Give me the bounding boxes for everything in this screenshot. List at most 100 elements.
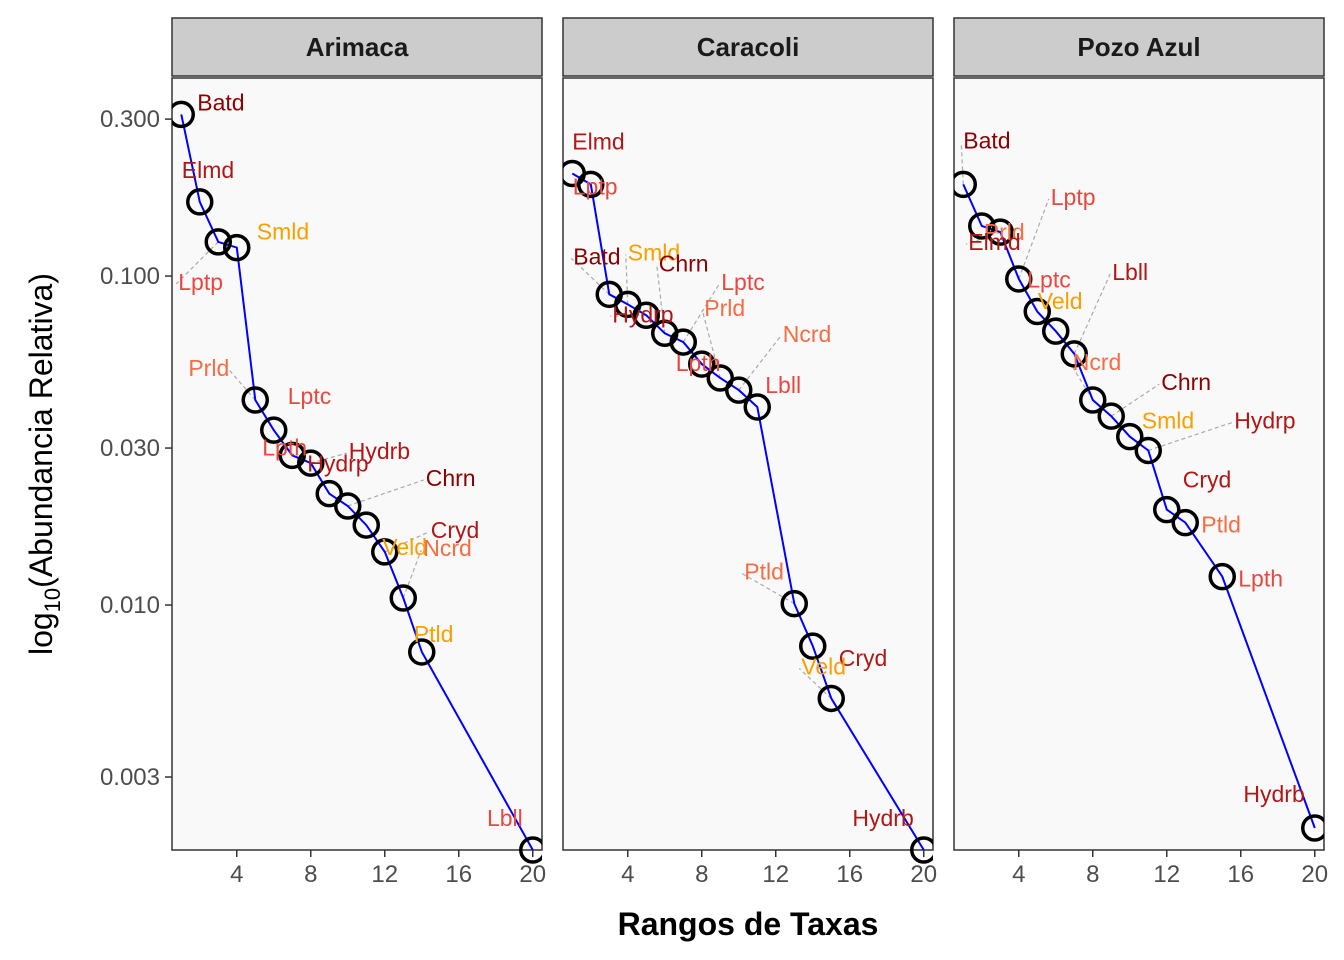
panel-background [953,77,1325,851]
x-tick-label: 4 [621,861,634,888]
data-label: Lpth [1238,566,1283,592]
y-axis-title: log10(Abundancia Relativa) [23,273,65,655]
data-point [1060,340,1088,368]
data-label: Prld [984,219,1025,245]
data-point [297,449,325,477]
data-label: Ptld [414,621,454,647]
data-point [315,479,343,508]
data-point [278,441,306,470]
leader-line [656,265,666,334]
strip-label: Arimaca [306,32,409,62]
leader-line [1018,198,1050,280]
strip-label: Pozo Azul [1077,32,1200,62]
x-tick-label: 4 [1012,861,1025,888]
data-label: Batd [573,243,620,269]
data-label: Lbll [765,372,801,398]
x-tick-label: 8 [1086,861,1099,888]
data-label: Cryd [839,645,888,671]
data-label: Batd [963,127,1010,153]
y-tick-label: 0.030 [100,435,160,462]
panel-marks: Elmd Lptp Batd Smld Hydrp Chrn Lptc Lpth Prld Ncr… [563,128,933,864]
data-point [172,100,195,129]
data-point [1116,422,1144,451]
data-label: Lptp [178,269,223,295]
panel-caracoli: Caracoli 4 8 12 16 20 Elmd Lptp Batd Smld Hydrp Chr… [562,17,937,888]
data-point [334,492,362,520]
data-label: Hydrb [349,438,410,464]
leader-line [682,283,720,343]
x-axis-title: Rangos de Taxas [618,906,879,942]
data-point [706,364,734,392]
leader-line [738,335,782,391]
data-point [1134,436,1162,465]
data-point [817,684,845,713]
leader-line [384,531,429,553]
strip-label: Caracoli [697,32,800,62]
data-label: Batd [197,89,244,115]
leader-line [701,309,721,379]
data-point [968,212,996,240]
data-label: Chrn [659,250,709,276]
leader-line [175,241,219,285]
data-label: Prld [188,355,229,381]
data-label: Lptp [1051,184,1096,210]
leader-line [966,231,1001,245]
data-point [1153,495,1181,524]
data-point [910,836,933,864]
data-label: Chrn [1161,369,1211,395]
data-label: Smld [257,219,309,245]
data-label: Veld [382,534,427,560]
data-label: Lptc [1027,267,1070,293]
y-tick-label: 0.300 [100,106,160,133]
data-point [371,538,399,566]
x-tick-label: 12 [371,861,398,888]
data-label: Hydrp [307,451,368,477]
data-label: Ncrd [1073,349,1122,375]
x-tick-label: 8 [695,861,708,888]
data-point [725,376,753,404]
data-label: Ncrd [423,535,472,561]
data-label: Ncrd [783,321,832,347]
series-line [962,183,1316,829]
data-point [1023,297,1051,326]
panel-background [171,77,543,851]
leader-line [798,668,832,699]
data-point [577,170,605,199]
leader-line [610,314,647,317]
data-label: Cryd [1183,467,1232,493]
panel-background [562,77,934,851]
leader-line [1148,421,1233,452]
data-label: Elmd [572,128,624,154]
data-point [408,638,436,666]
x-tick-label: 20 [910,861,937,888]
x-tick-label: 8 [304,861,317,888]
x-tick-label: 16 [445,861,472,888]
x-tick-label: 12 [1153,861,1180,888]
leader-line [402,549,422,599]
data-point [260,416,288,444]
data-label: Lpth [262,434,307,460]
data-label: Elmd [968,229,1020,255]
data-label: Veld [1038,288,1083,314]
data-label: Smld [628,239,680,265]
x-tick-label: 4 [230,861,243,888]
x-tick-label: 20 [519,861,546,888]
y-tick-label: 0.003 [100,764,160,791]
data-point [1042,317,1070,345]
strip-background [171,17,543,77]
data-point [1005,265,1033,293]
panel-arimaca: Arimaca 4 8 12 16 20 0.003 0.010 0.030 0.100 0.300… [100,17,546,888]
strip-background [562,17,934,77]
x-tick-label: 12 [762,861,789,888]
data-point [986,218,1014,246]
data-point [519,836,542,864]
data-point [204,228,232,256]
data-point [632,301,660,330]
data-label: Lbll [1112,259,1148,285]
data-label: Lptc [721,269,764,295]
x-tick-label: 16 [836,861,863,888]
data-label: Hydrp [612,301,673,327]
